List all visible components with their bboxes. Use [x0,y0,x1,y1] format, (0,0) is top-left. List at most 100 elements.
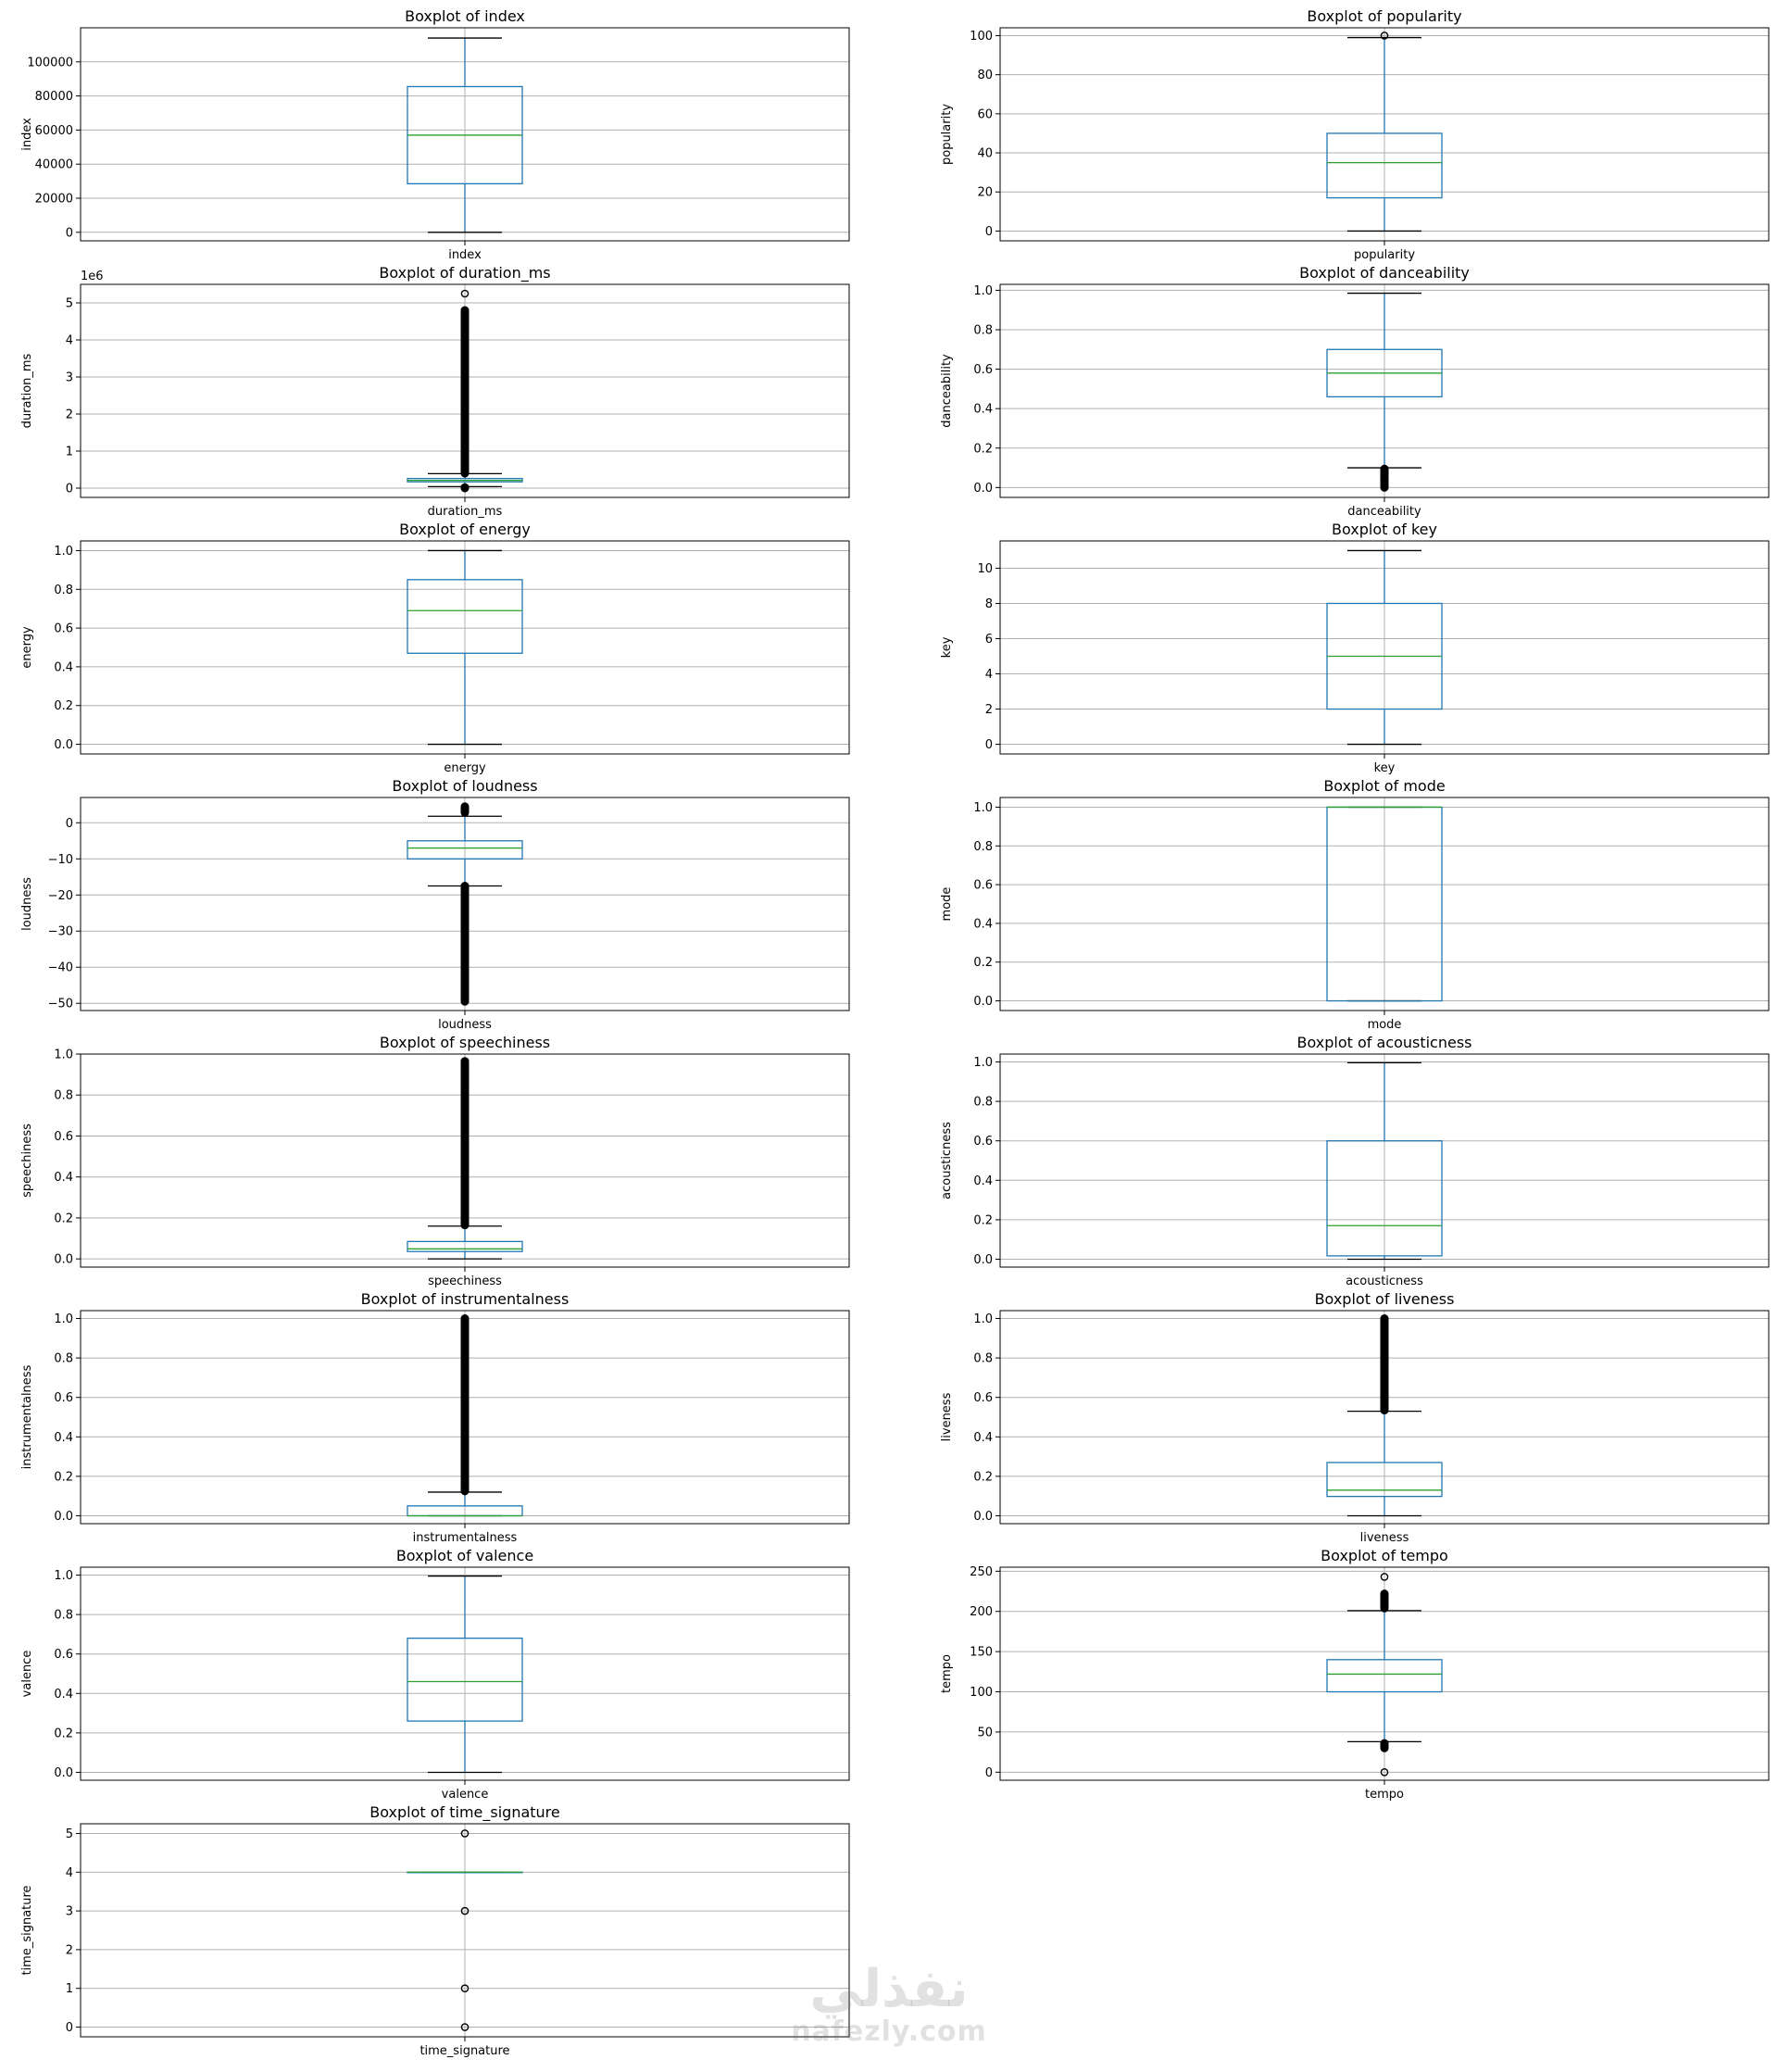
y-tick-label: 0.4 [973,1174,993,1188]
y-tick-label: 0.8 [973,1096,993,1110]
y-tick-label: 100 [970,30,993,44]
x-tick-label: mode [1368,1018,1402,1032]
y-tick-label: 0.2 [54,699,73,713]
y-tick-label: 0.8 [54,1609,73,1623]
y-tick-label: 1.0 [973,1312,993,1326]
y-axis-label: key [940,636,954,658]
box-iqr [1326,1659,1443,1693]
y-tick-label: −20 [48,889,73,903]
y-axis-label: index [20,118,34,151]
y-tick-label: 4 [66,1866,73,1880]
y-tick-label: 0.2 [54,1470,73,1484]
y-tick-label: 4 [66,334,73,348]
y-tick-label: 3 [66,371,73,385]
box-iqr [1326,1140,1443,1257]
y-tick-label: −50 [48,998,73,1011]
y-axis-label: speechiness [20,1124,34,1198]
outlier-point [1380,1573,1389,1581]
y-tick-label: 50 [977,1726,993,1739]
chart-title: Boxplot of popularity [1307,7,1461,25]
x-tick-label: energy [444,761,486,775]
y-tick-label: 10 [977,562,993,576]
chart-title: Boxplot of valence [396,1547,533,1564]
y-tick-label: 100000 [27,56,73,69]
y-tick-label: 0.6 [973,363,993,377]
y-tick-label: 0.6 [973,1391,993,1405]
y-tick-label: 0.8 [54,1089,73,1103]
y-tick-label: 1.0 [973,801,993,815]
y-tick-label: 0 [66,817,73,831]
y-tick-label: 0.2 [973,1470,993,1484]
y-axis-label: valence [20,1651,34,1698]
chart-title: Boxplot of acousticness [1296,1034,1471,1051]
y-tick-label: 1.0 [54,545,73,559]
y-axis-label: danceability [940,354,954,428]
y-tick-label: 0.8 [973,323,993,337]
y-tick-label: 0.2 [973,956,993,970]
y-tick-label: 1.0 [973,284,993,298]
y-axis-label: acousticness [940,1122,954,1199]
axes-frame [80,1053,850,1268]
y-tick-label: 0.4 [54,1688,73,1702]
y-tick-label: 0.8 [973,840,993,854]
chart-title: Boxplot of tempo [1321,1547,1448,1564]
y-tick-label: 2 [985,703,993,717]
outlier-point [1380,31,1389,40]
box-iqr [407,579,523,654]
watermark: نفذلي nafezly.com [783,1962,995,2047]
y-tick-label: 0.0 [54,1253,73,1267]
outlier-point [1380,1768,1389,1777]
y-tick-label: 80 [977,69,993,82]
y-axis-label: energy [20,626,34,669]
y-tick-label: 0.0 [973,1253,993,1267]
y-tick-label: 60000 [35,124,73,138]
y-tick-label: 0.6 [54,622,73,636]
y-tick-label: 0 [985,1766,993,1780]
y-axis-label: duration_ms [20,353,34,428]
y-tick-label: 0.4 [54,1431,73,1445]
box-iqr [407,1638,523,1722]
y-tick-label: −30 [48,925,73,939]
chart-title: Boxplot of duration_ms [379,264,550,283]
box-iqr [407,1240,523,1252]
y-tick-label: 200 [970,1605,993,1619]
y-tick-label: 2 [66,408,73,422]
x-tick-label: index [448,248,482,262]
y-tick-label: 0.0 [54,1510,73,1524]
y-tick-label: 0.8 [54,584,73,597]
y-tick-label: 0.4 [973,917,993,931]
outlier-point [460,2023,470,2031]
y-tick-label: 0.0 [54,738,73,752]
axis-offset-label: 1e6 [81,270,104,283]
y-tick-label: 1.0 [973,1056,993,1070]
y-tick-label: 60 [977,107,993,121]
y-tick-label: 0 [66,483,73,496]
axes-frame [80,283,850,498]
chart-title: Boxplot of instrumentalness [361,1290,570,1308]
axes-frame [999,1053,1770,1268]
y-tick-label: 2 [66,1943,73,1957]
y-tick-label: 0.6 [54,1130,73,1144]
chart-title: Boxplot of key [1332,521,1437,538]
axes-frame [80,1566,850,1781]
axes-frame [80,27,850,242]
y-tick-label: 0 [66,2021,73,2035]
outlier-point [460,289,470,298]
y-tick-label: 5 [66,297,73,311]
axes-frame [999,1566,1770,1781]
chart-title: Boxplot of mode [1323,777,1445,795]
x-tick-label: speechiness [428,1275,502,1288]
y-axis-label: time_signature [20,1885,34,1975]
y-axis-label: popularity [940,104,954,165]
watermark-latin: nafezly.com [791,2015,987,2048]
y-tick-label: −10 [48,853,73,867]
x-tick-label: key [1374,761,1396,775]
outlier-point [460,1829,470,1838]
chart-title: Boxplot of time_signature [369,1803,560,1822]
y-axis-label: tempo [940,1654,954,1693]
axes-frame [80,1310,850,1525]
y-tick-label: 1 [66,446,73,459]
y-tick-label: 0.2 [54,1212,73,1225]
y-tick-label: 150 [970,1646,993,1660]
